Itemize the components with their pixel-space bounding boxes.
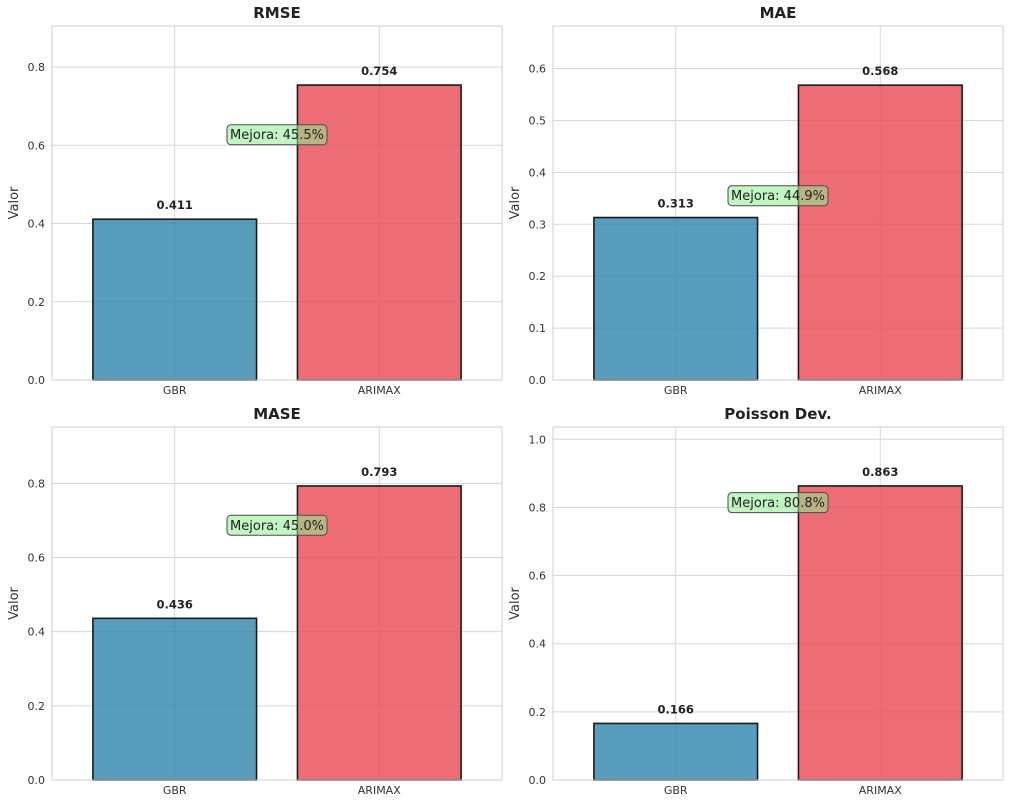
y-tick-label: 0.0 — [28, 374, 46, 387]
bar-value-label: 0.754 — [361, 64, 397, 78]
x-tick-label: GBR — [664, 784, 688, 797]
plot-frame — [552, 25, 1004, 381]
y-axis-label: Valor — [7, 586, 22, 619]
annotation-box — [226, 514, 328, 536]
annotation-text: Mejora: 45.0% — [230, 519, 324, 534]
annotation-box — [727, 492, 829, 514]
x-tick-label: ARIMAX — [358, 384, 401, 397]
bar-arimax — [797, 485, 963, 781]
y-tick-label: 0.2 — [529, 270, 547, 283]
bar-value-label: 0.568 — [862, 64, 898, 78]
y-tick-label: 0.0 — [529, 774, 547, 787]
chart-title: Poisson Dev. — [724, 405, 831, 423]
x-tick-label: GBR — [163, 784, 187, 797]
y-tick-label: 0.0 — [28, 774, 46, 787]
y-tick-label: 0.2 — [529, 706, 547, 719]
x-tick-label: ARIMAX — [358, 784, 401, 797]
annotation-text: Mejora: 44.9% — [731, 189, 825, 204]
y-tick-label: 0.6 — [28, 552, 46, 565]
y-axis-label: Valor — [508, 186, 523, 219]
bar-gbr — [92, 218, 258, 381]
plot-frame — [51, 25, 503, 381]
chart-title: MAE — [760, 4, 797, 22]
y-tick-label: 0.4 — [28, 626, 46, 639]
improvement-annotation: Mejora: 45.5% — [226, 124, 328, 146]
y-tick-label: 0.4 — [28, 218, 46, 231]
subplot-0: 0.0 0.2 0.4 0.6 0.8 0.411 0.754 GBR ARIMAX RMSE Va… — [7, 4, 503, 397]
bar-value-label: 0.166 — [658, 702, 694, 716]
y-tick-label: 0.8 — [28, 61, 46, 74]
x-tick-label: GBR — [664, 384, 688, 397]
y-tick-label: 0.2 — [28, 296, 46, 309]
y-tick-label: 0.8 — [529, 501, 547, 514]
bar-value-label: 0.436 — [157, 597, 193, 611]
y-tick-label: 0.4 — [529, 638, 547, 651]
annotation-box — [727, 185, 829, 207]
subplot-3: 0.0 0.2 0.4 0.6 0.8 1.0 0.166 0.863 GBR ARIMAX Poi… — [508, 405, 1004, 797]
bar-gbr — [92, 617, 258, 781]
chart-title: RMSE — [253, 4, 301, 22]
bar-arimax — [797, 84, 963, 381]
annotation-text: Mejora: 80.8% — [731, 496, 825, 511]
y-tick-label: 0.0 — [529, 374, 547, 387]
y-tick-label: 0.8 — [28, 477, 46, 490]
x-tick-label: GBR — [163, 384, 187, 397]
y-tick-label: 0.1 — [529, 322, 547, 335]
chart-title: MASE — [253, 405, 301, 423]
annotation-text: Mejora: 45.5% — [230, 128, 324, 143]
y-tick-label: 0.4 — [529, 166, 547, 179]
y-tick-label: 0.5 — [529, 114, 547, 127]
bar-gbr — [593, 722, 759, 781]
y-axis-label: Valor — [508, 586, 523, 619]
plot-frame — [552, 426, 1004, 781]
bar-value-label: 0.793 — [361, 465, 397, 479]
plot-frame — [51, 426, 503, 781]
x-tick-label: ARIMAX — [859, 784, 902, 797]
y-tick-label: 1.0 — [529, 433, 547, 446]
bar-value-label: 0.863 — [862, 465, 898, 479]
improvement-annotation: Mejora: 45.0% — [226, 514, 328, 536]
improvement-annotation: Mejora: 80.8% — [727, 492, 829, 514]
subplot-1: 0.0 0.1 0.2 0.3 0.4 0.5 0.6 0.313 0.568 GBR ARIMAX… — [508, 4, 1004, 397]
bar-value-label: 0.411 — [157, 198, 193, 212]
y-tick-label: 0.6 — [529, 63, 547, 76]
y-axis-label: Valor — [7, 186, 22, 219]
y-tick-label: 0.6 — [28, 139, 46, 152]
improvement-annotation: Mejora: 44.9% — [727, 185, 829, 207]
bar-value-label: 0.313 — [658, 197, 694, 211]
annotation-box — [226, 124, 328, 146]
y-tick-label: 0.2 — [28, 700, 46, 713]
y-tick-label: 0.3 — [529, 218, 547, 231]
bar-gbr — [593, 216, 759, 381]
y-tick-label: 0.6 — [529, 570, 547, 583]
x-tick-label: ARIMAX — [859, 384, 902, 397]
subplot-2: 0.0 0.2 0.4 0.6 0.8 0.436 0.793 GBR ARIMAX MASE Va… — [7, 405, 503, 797]
